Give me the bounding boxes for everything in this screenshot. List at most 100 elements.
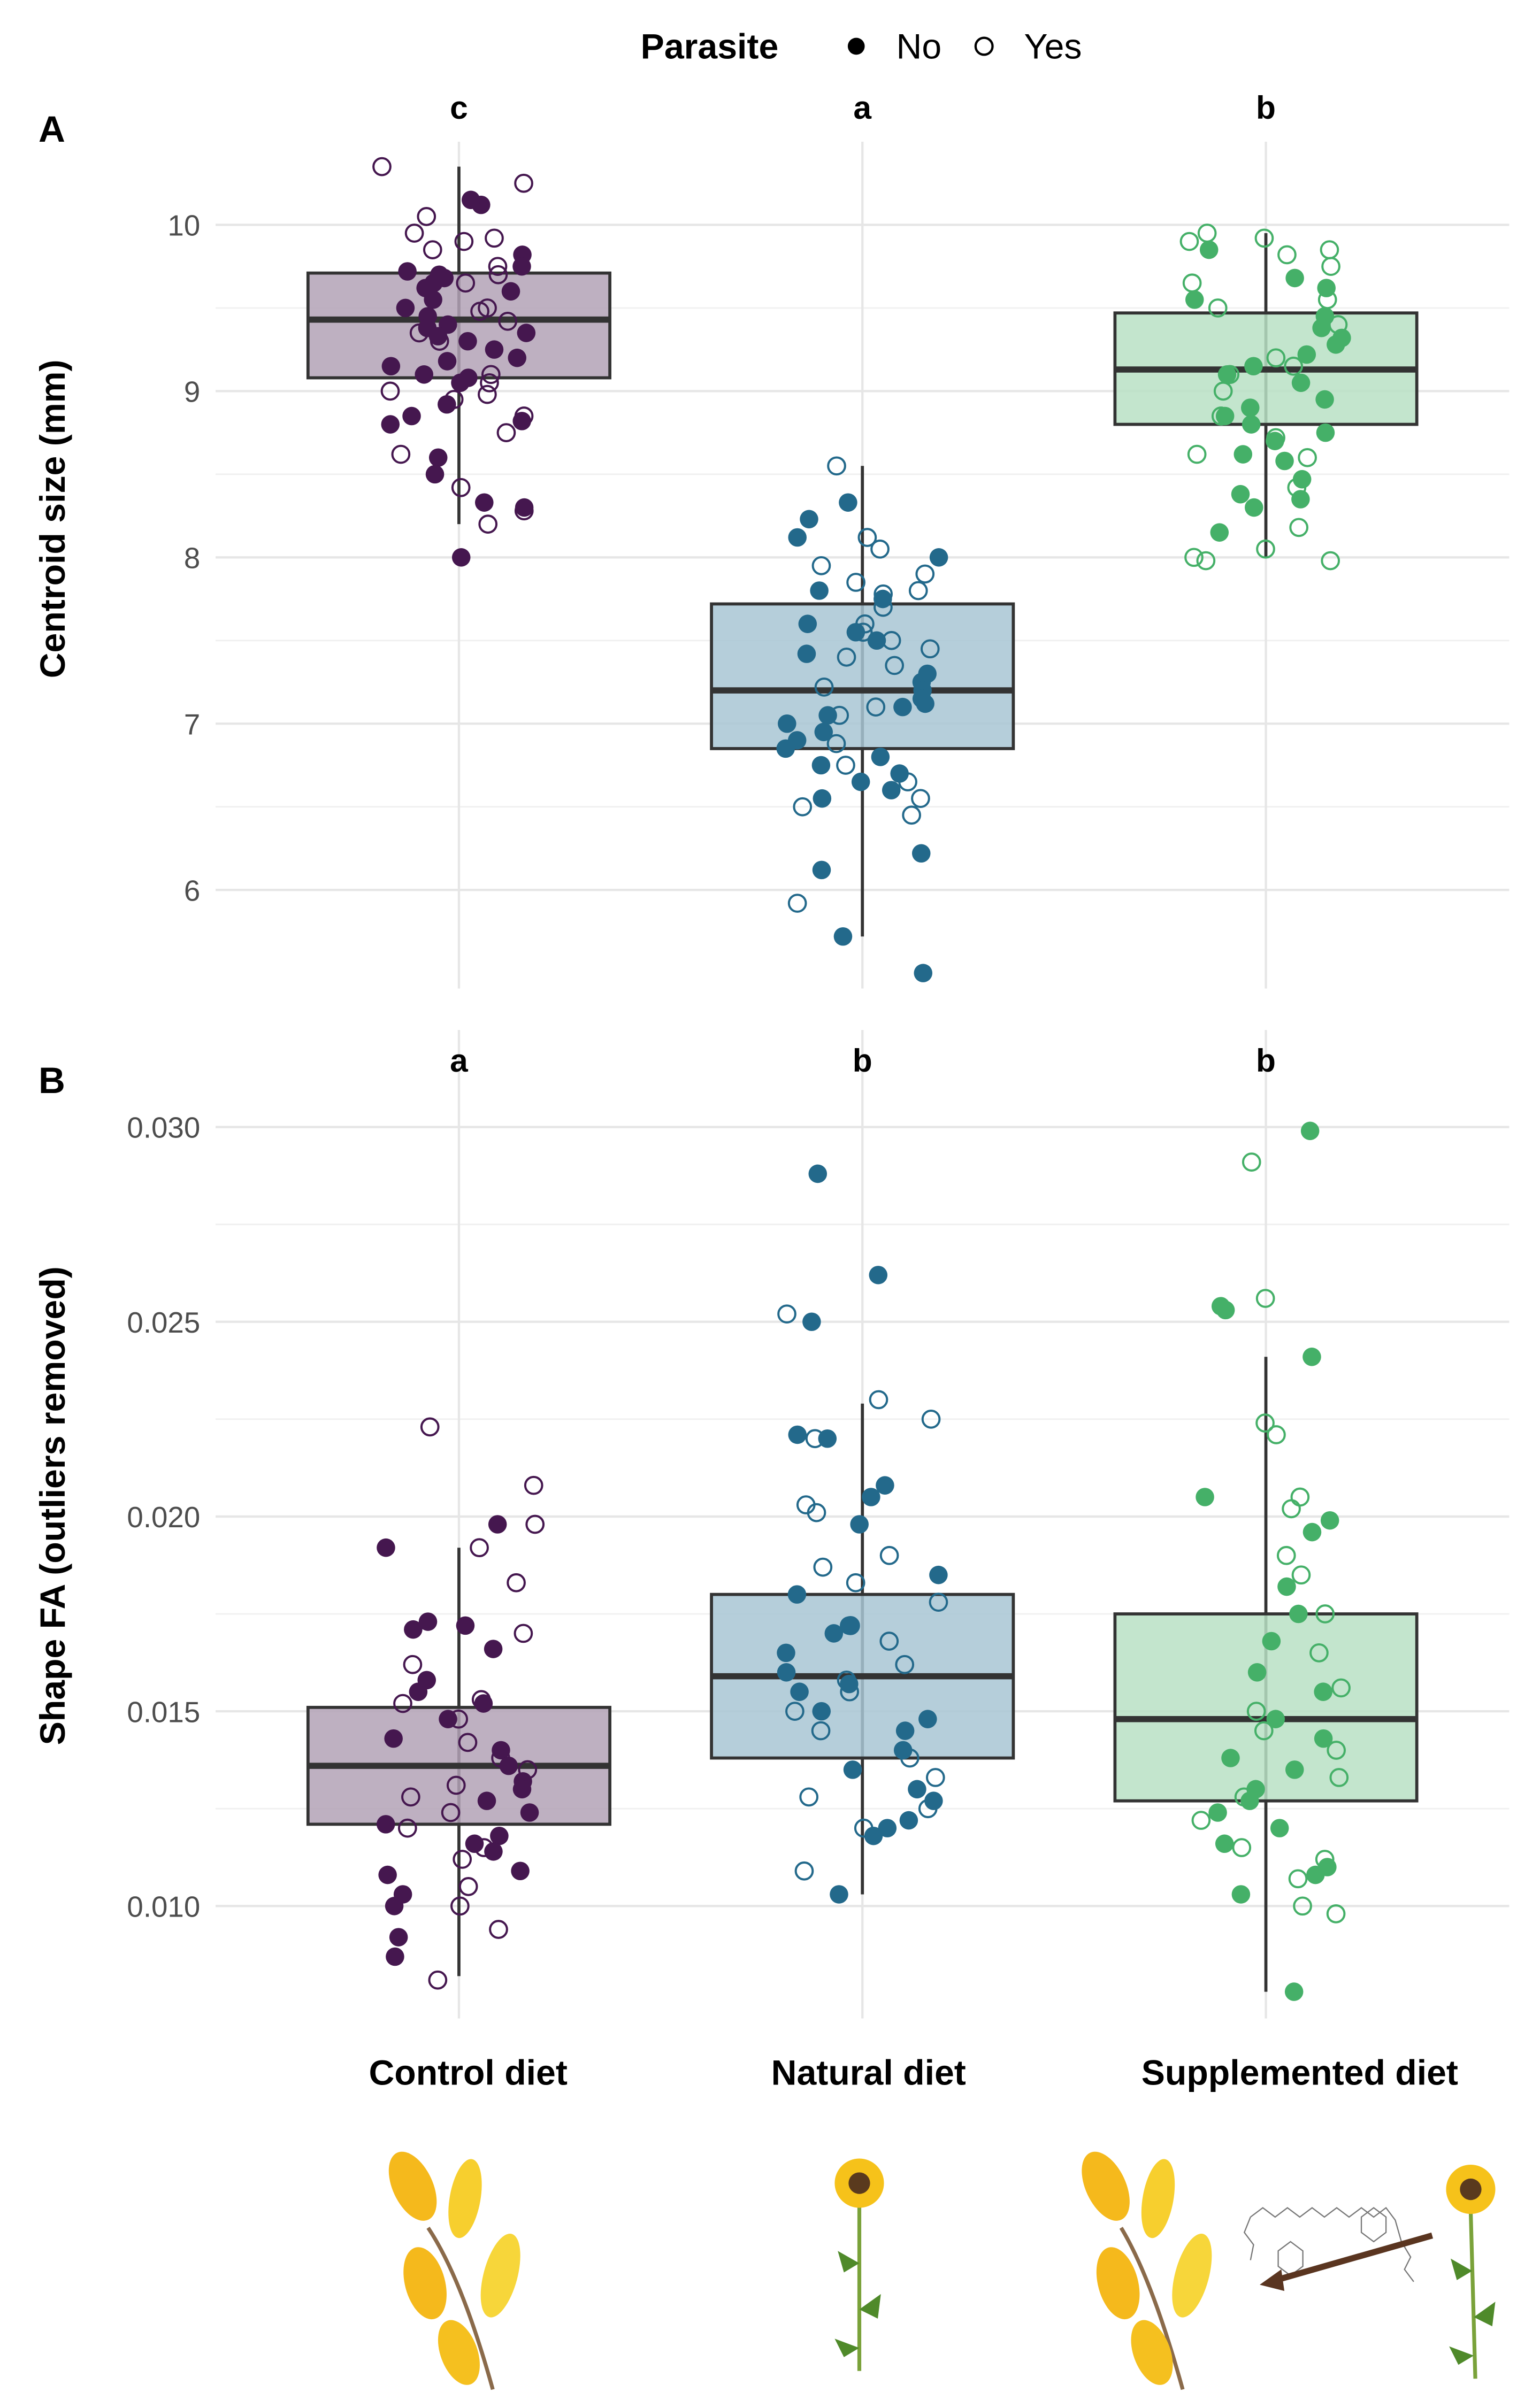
data-point-parasite-yes [921, 1409, 941, 1429]
data-point-parasite-no [377, 1538, 395, 1557]
data-point-parasite-yes [846, 1573, 865, 1592]
data-point-parasite-yes [1289, 518, 1309, 537]
arrow-icon [1260, 2232, 1434, 2291]
data-point-parasite-yes [470, 1538, 489, 1558]
data-point-parasite-no [908, 1780, 926, 1799]
data-point-parasite-yes [514, 173, 533, 193]
data-point-parasite-yes [391, 444, 411, 464]
significance-letter: b [1256, 1042, 1276, 1079]
data-point-parasite-no [911, 844, 931, 863]
data-point-parasite-no [512, 257, 531, 276]
data-point-parasite-no [777, 1643, 795, 1663]
supplement-sunflower-illustration [1446, 2164, 1496, 2379]
data-point-parasite-no [385, 1897, 404, 1915]
data-point-parasite-no [1231, 1885, 1251, 1904]
data-point-parasite-no [808, 1164, 828, 1183]
data-point-parasite-yes [458, 1877, 478, 1896]
data-point-parasite-yes [908, 581, 928, 601]
data-point-parasite-no [1291, 373, 1311, 393]
data-point-parasite-yes [866, 697, 886, 717]
data-point-parasite-no [515, 498, 534, 517]
data-point-parasite-no [1285, 268, 1304, 288]
data-point-parasite-no [439, 1710, 457, 1728]
data-point-parasite-yes [403, 1655, 423, 1674]
data-point-parasite-yes [929, 1592, 948, 1612]
data-point-parasite-yes [1327, 1741, 1346, 1760]
data-point-parasite-no [428, 327, 448, 346]
data-point-parasite-no [798, 614, 817, 633]
data-point-parasite-no [398, 262, 417, 281]
data-point-parasite-no [882, 781, 901, 799]
data-point-parasite-no [465, 1834, 484, 1853]
data-point-parasite-yes [1331, 1678, 1351, 1698]
data-point-parasite-yes [1293, 1896, 1312, 1916]
y-tick-label: 10 [167, 209, 200, 242]
data-point-parasite-yes [488, 265, 508, 284]
data-point-parasite-yes [393, 1694, 412, 1713]
data-point-parasite-no [381, 415, 400, 434]
data-point-parasite-no [1221, 1749, 1240, 1767]
data-point-parasite-no [1314, 1682, 1332, 1701]
data-point-parasite-no [1270, 1819, 1289, 1837]
data-point-parasite-no [830, 1885, 848, 1904]
data-point-parasite-no [1240, 398, 1260, 417]
data-point-parasite-yes [380, 381, 400, 401]
significance-letter: a [450, 1042, 468, 1079]
data-point-parasite-no [490, 1826, 509, 1845]
data-point-parasite-no [916, 694, 934, 713]
data-point-parasite-no [474, 1694, 493, 1713]
data-point-parasite-yes [1197, 224, 1217, 243]
data-point-parasite-no [1284, 1982, 1304, 2001]
data-point-parasite-no [1215, 406, 1235, 426]
legend-label-yes: Yes [1024, 27, 1082, 67]
panel-label-b: B [39, 1059, 65, 1101]
data-point-parasite-no [384, 1729, 403, 1748]
y-tick-label: 8 [184, 541, 200, 574]
y-tick-label: 7 [184, 707, 200, 741]
data-point-parasite-no [1262, 1632, 1281, 1651]
data-point-parasite-no [1303, 1348, 1321, 1366]
data-point-parasite-no [1275, 451, 1294, 471]
data-point-parasite-yes [1298, 448, 1317, 467]
significance-letter: b [1256, 89, 1276, 126]
legend-open-circle-icon [974, 36, 994, 56]
data-point-parasite-yes [1320, 240, 1339, 259]
significance-letter: a [853, 89, 871, 126]
data-point-parasite-no [811, 756, 831, 775]
data-point-parasite-no [416, 279, 435, 297]
data-point-parasite-yes [1255, 1289, 1275, 1308]
data-point-parasite-no [874, 589, 892, 609]
data-point-parasite-no [1297, 345, 1316, 364]
data-point-parasite-yes [525, 1514, 545, 1534]
data-point-parasite-yes [857, 528, 877, 547]
data-point-parasite-no [778, 714, 796, 733]
data-point-parasite-no [1196, 1488, 1214, 1506]
data-point-parasite-yes [1267, 1425, 1286, 1444]
data-point-parasite-no [425, 465, 445, 484]
data-point-parasite-no [895, 1721, 915, 1740]
data-point-parasite-yes [1266, 348, 1286, 368]
data-point-parasite-no [840, 1674, 859, 1694]
data-point-parasite-yes [777, 1304, 796, 1324]
data-point-parasite-no [890, 764, 909, 783]
data-point-parasite-no [777, 1663, 796, 1682]
supplemented-plant-illustration [1082, 2151, 1212, 2390]
data-point-parasite-no [378, 1865, 397, 1884]
data-point-parasite-no [929, 548, 948, 567]
data-point-parasite-no [508, 348, 526, 367]
data-point-parasite-yes [524, 1475, 543, 1495]
data-point-parasite-no [818, 1429, 837, 1448]
data-point-parasite-no [511, 1861, 530, 1881]
data-point-parasite-yes [453, 1850, 472, 1869]
data-point-parasite-no [501, 282, 520, 301]
data-point-parasite-no [867, 631, 886, 650]
data-point-parasite-no [843, 1760, 862, 1779]
control-plant-illustration [388, 2151, 520, 2390]
data-point-parasite-no [918, 1710, 937, 1728]
data-point-parasite-yes [485, 228, 504, 248]
data-point-parasite-no [788, 1425, 807, 1444]
data-point-parasite-yes [481, 365, 501, 384]
data-point-parasite-no [477, 1791, 496, 1810]
data-point-parasite-yes [870, 539, 890, 559]
data-point-parasite-yes [1254, 228, 1274, 248]
